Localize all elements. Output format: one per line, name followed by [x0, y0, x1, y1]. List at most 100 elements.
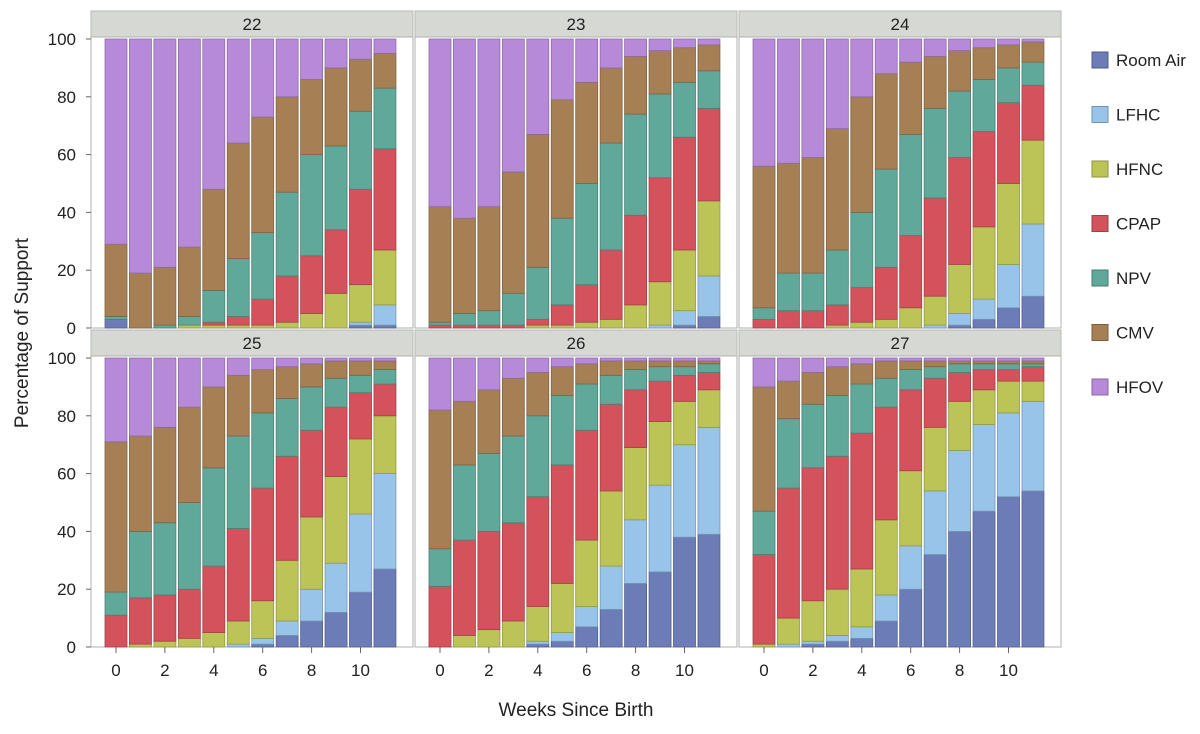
bar-segment-cpap-week-9	[324, 406, 348, 477]
bar-segment-cmv-week-6	[251, 116, 275, 234]
bar-segment-hfov-week-4	[850, 357, 874, 365]
bar-segment-cmv-week-9	[972, 360, 996, 365]
bar-segment-cpap-week-8	[300, 429, 324, 518]
panel-strip-label: 23	[567, 15, 586, 34]
bar-segment-cpap-week-6	[575, 429, 599, 541]
bar-segment-npv-week-11	[373, 87, 397, 150]
bar-segment-cpap-week-4	[202, 321, 226, 326]
legend-label: NPV	[1116, 269, 1152, 288]
bar-segment-npv-week-4	[526, 415, 550, 498]
bar-segment-hfnc-week-5	[226, 324, 250, 329]
bar-segment-hfov-week-6	[575, 38, 599, 83]
bar-segment-lfhc-week-11	[1021, 223, 1045, 297]
bar-segment-room-air-week-11	[697, 316, 721, 329]
panel-strip	[414, 10, 738, 38]
legend-swatch-lfhc	[1091, 106, 1109, 123]
bar-segment-hfnc-week-7	[275, 559, 299, 622]
bar-segment-lfhc-week-11	[373, 473, 397, 570]
bar-segment-hfov-week-7	[923, 357, 947, 362]
bar-segment-room-air-week-9	[972, 318, 996, 329]
bar-segment-hfnc-week-5	[550, 583, 574, 633]
bar-segment-hfov-week-0	[428, 38, 452, 208]
x-tick-label: 10	[675, 661, 694, 680]
bar-segment-hfov-week-1	[453, 38, 476, 219]
bar-segment-cpap-week-8	[948, 372, 971, 402]
bar-segment-cmv-week-5	[874, 73, 898, 170]
bar-segment-npv-week-8	[948, 90, 971, 158]
bar-segment-room-air-week-10	[997, 307, 1020, 329]
bar-segment-cpap-week-3	[825, 455, 849, 590]
bar-segment-npv-week-11	[1021, 363, 1045, 368]
bar-segment-cmv-week-5	[226, 142, 250, 260]
bar-segment-hfnc-week-4	[202, 632, 226, 648]
bar-segment-cmv-week-8	[300, 363, 324, 388]
bar-segment-hfov-week-11	[697, 38, 721, 46]
bar-segment-cpap-week-8	[624, 389, 647, 448]
bar-segment-hfnc-week-0	[752, 643, 776, 648]
bar-segment-room-air-week-8	[948, 531, 971, 648]
bar-segment-cmv-week-6	[575, 363, 599, 385]
bar-segment-hfnc-week-7	[923, 426, 947, 492]
bar-segment-hfnc-week-1	[453, 635, 476, 648]
bar-segment-cmv-week-6	[899, 360, 923, 370]
bar-segment-hfov-week-5	[226, 357, 250, 376]
bar-segment-cpap-week-0	[428, 324, 452, 329]
bar-segment-cmv-week-4	[202, 386, 226, 469]
bar-segment-cmv-week-8	[948, 50, 971, 92]
legend-swatch-room-air	[1091, 51, 1109, 69]
bar-segment-room-air-week-9	[324, 611, 348, 648]
bar-segment-cpap-week-9	[324, 229, 348, 294]
bar-segment-hfov-week-1	[129, 38, 152, 274]
bar-segment-hfov-week-2	[153, 38, 177, 268]
bar-segment-npv-week-2	[153, 324, 177, 329]
bar-segment-npv-week-10	[673, 366, 696, 376]
bar-segment-npv-week-5	[550, 217, 574, 306]
bar-segment-npv-week-1	[453, 313, 476, 326]
bar-segment-cmv-week-11	[373, 53, 397, 89]
bar-segment-npv-week-6	[899, 133, 923, 236]
panel-strip-label: 24	[891, 15, 910, 34]
panel-25: 25	[90, 329, 414, 648]
bar-segment-hfov-week-7	[599, 357, 623, 362]
bar-segment-npv-week-3	[501, 435, 525, 524]
bar-segment-cmv-week-1	[777, 380, 800, 420]
bar-segment-room-air-week-7	[275, 635, 299, 648]
legend-swatch-hfnc	[1091, 160, 1109, 178]
bar-segment-hfov-week-9	[648, 357, 672, 362]
bar-segment-lfhc-week-6	[251, 637, 275, 645]
bar-segment-cmv-week-7	[923, 360, 947, 368]
bar-segment-cpap-week-6	[899, 389, 923, 472]
bar-segment-cmv-week-10	[673, 360, 696, 368]
bar-segment-cmv-week-1	[777, 162, 800, 274]
bar-segment-cmv-week-4	[850, 96, 874, 213]
bar-segment-npv-week-8	[300, 154, 324, 257]
bar-segment-cmv-week-4	[526, 133, 550, 268]
bar-segment-room-air-week-10	[673, 324, 696, 329]
bar-segment-lfhc-week-11	[1021, 400, 1045, 492]
bar-segment-npv-week-7	[599, 142, 623, 251]
bar-segment-npv-week-1	[453, 464, 476, 541]
bar-segment-npv-week-4	[850, 383, 874, 434]
bar-segment-cmv-week-9	[324, 360, 348, 379]
bar-segment-npv-week-0	[104, 591, 128, 616]
bar-segment-cmv-week-0	[428, 409, 452, 550]
bar-segment-lfhc-week-8	[948, 313, 971, 326]
bar-segment-npv-week-4	[202, 467, 226, 567]
bar-segment-hfov-week-9	[972, 38, 996, 49]
bar-segment-npv-week-5	[550, 395, 574, 466]
bar-segment-hfov-week-5	[874, 38, 898, 75]
bar-segment-cmv-week-3	[501, 377, 525, 437]
bar-segment-hfnc-week-2	[153, 640, 177, 648]
bar-segment-cmv-week-0	[752, 165, 776, 309]
bar-segment-cpap-week-0	[104, 614, 128, 648]
bar-segment-cmv-week-8	[948, 360, 971, 365]
bar-segment-hfnc-week-10	[673, 400, 696, 446]
bar-segment-lfhc-week-7	[923, 490, 947, 555]
bar-segment-cmv-week-1	[453, 400, 476, 466]
panel-strip	[90, 10, 414, 38]
bar-segment-cpap-week-4	[526, 318, 550, 326]
bar-segment-lfhc-week-5	[550, 632, 574, 642]
bar-segment-cmv-week-9	[324, 67, 348, 147]
bar-segment-hfov-week-6	[899, 38, 923, 63]
